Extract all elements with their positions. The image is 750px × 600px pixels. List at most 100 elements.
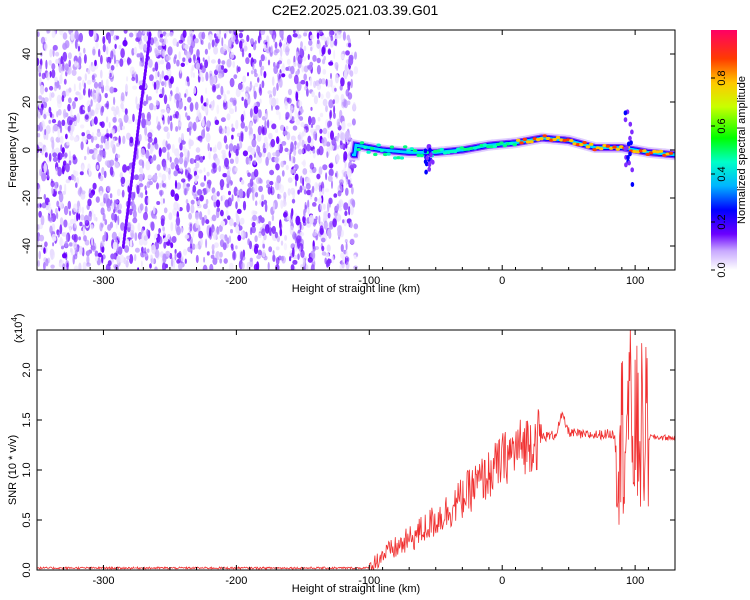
noise-blob <box>170 242 174 249</box>
noise-blob <box>149 263 152 269</box>
noise-blob <box>95 94 98 102</box>
noise-blob <box>202 57 205 62</box>
noise-blob <box>139 203 144 211</box>
noise-blob <box>109 86 115 94</box>
noise-blob <box>241 49 245 58</box>
noise-blob <box>220 220 226 227</box>
noise-blob <box>158 189 164 196</box>
noise-blob <box>228 38 232 48</box>
noise-blob <box>60 66 66 72</box>
noise-blob <box>264 120 267 129</box>
noise-blob <box>327 131 330 139</box>
noise-blob <box>39 84 45 95</box>
noise-blob <box>71 101 76 110</box>
noise-blob <box>143 252 149 257</box>
noise-blob <box>95 41 99 49</box>
noise-blob <box>292 125 298 131</box>
noise-blob <box>120 222 125 231</box>
noise-blob <box>44 151 48 158</box>
track-spike <box>629 140 633 146</box>
noise-streak <box>121 243 125 249</box>
noise-blob <box>268 46 271 52</box>
x-tick-label: -300 <box>92 275 114 287</box>
noise-blob <box>232 250 237 261</box>
noise-blob <box>201 216 205 226</box>
noise-blob <box>237 66 241 72</box>
noise-blob <box>117 246 123 255</box>
noise-blob <box>334 30 339 37</box>
noise-blob <box>212 192 217 203</box>
noise-blob <box>336 153 340 163</box>
noise-blob <box>106 46 109 55</box>
noise-blob <box>307 64 311 69</box>
noise-blob <box>229 97 234 103</box>
noise-blob <box>322 164 328 171</box>
track-core <box>655 150 660 154</box>
noise-blob <box>154 215 158 220</box>
noise-blob <box>192 243 196 250</box>
noise-blob <box>290 169 294 175</box>
noise-blob <box>218 165 222 172</box>
track-core <box>406 148 411 152</box>
noise-blob <box>226 183 230 189</box>
noise-blob <box>293 61 297 67</box>
noise-blob <box>45 59 48 70</box>
noise-blob <box>43 162 47 173</box>
noise-blob <box>325 172 328 181</box>
snr-panel: -300 -200 -100 0 100 0.0 0.5 1.0 1.5 2.0 Height … <box>7 313 676 595</box>
noise-blob <box>151 244 156 254</box>
track-spike <box>623 117 628 123</box>
noise-blob <box>68 175 72 181</box>
noise-blob <box>187 172 191 182</box>
noise-blob <box>125 259 129 268</box>
noise-blob <box>229 158 234 164</box>
noise-blob <box>205 198 209 205</box>
noise-blob <box>316 39 320 45</box>
noise-blob <box>205 97 209 108</box>
noise-blob <box>192 121 197 132</box>
noise-blob <box>333 50 336 60</box>
y-tick-label: 0 <box>21 147 33 153</box>
noise-blob <box>73 136 78 143</box>
noise-blob <box>316 64 321 75</box>
noise-blob <box>144 185 147 191</box>
noise-blob <box>285 164 289 171</box>
noise-blob <box>99 121 103 126</box>
noise-blob <box>272 250 275 256</box>
noise-blob <box>223 68 228 73</box>
noise-blob <box>50 264 55 269</box>
noise-blob <box>339 140 343 146</box>
noise-blob <box>105 56 109 62</box>
noise-blob <box>247 187 252 195</box>
noise-blob <box>267 186 271 195</box>
noise-blob <box>178 51 181 60</box>
noise-blob <box>294 173 299 182</box>
noise-blob <box>229 108 235 115</box>
noise-blob <box>295 91 299 102</box>
noise-blob <box>351 118 356 126</box>
track-core <box>399 156 405 160</box>
noise-blob <box>43 113 47 120</box>
noise-blob <box>331 180 333 189</box>
noise-blob <box>102 150 107 157</box>
noise-blob <box>45 131 49 141</box>
track-core <box>569 139 574 143</box>
noise-blob <box>88 169 91 176</box>
noise-blob <box>82 261 87 270</box>
noise-blob <box>220 65 225 70</box>
noise-blob <box>310 46 313 52</box>
track-core <box>452 150 458 154</box>
noise-blob <box>54 76 58 83</box>
noise-blob <box>73 83 76 92</box>
noise-blob <box>131 48 135 56</box>
noise-blob <box>230 243 234 249</box>
noise-blob <box>194 244 199 250</box>
noise-blob <box>338 179 344 186</box>
noise-blob <box>238 135 242 142</box>
noise-blob <box>116 142 120 147</box>
noise-blob <box>260 54 265 62</box>
noise-blob <box>93 81 99 89</box>
noise-blob <box>130 191 135 201</box>
y-tick-label: 40 <box>21 48 33 60</box>
noise-blob <box>168 212 173 221</box>
